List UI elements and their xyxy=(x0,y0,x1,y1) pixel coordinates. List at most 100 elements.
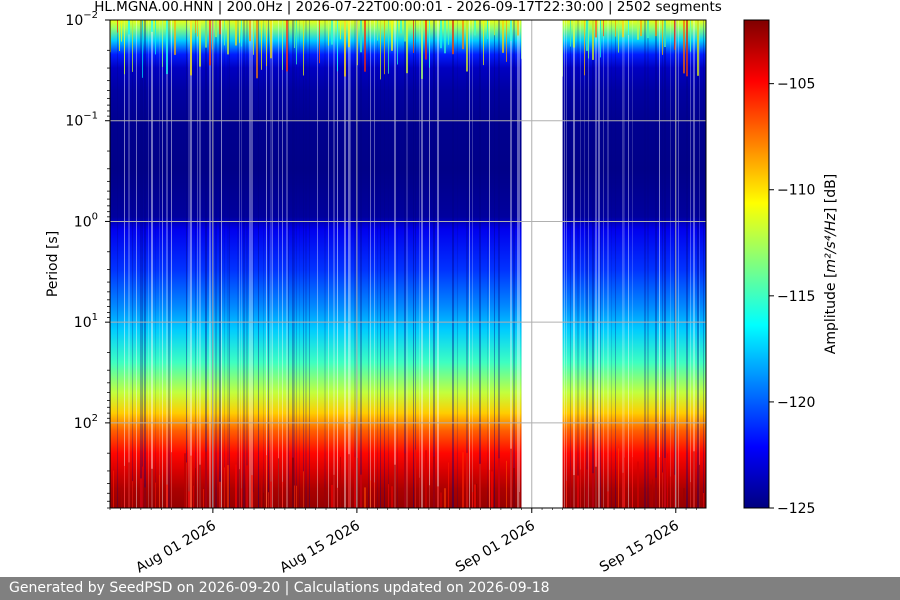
spectrogram-stripe xyxy=(413,20,414,53)
spectrogram-stripe xyxy=(219,481,221,508)
spectrogram-stripe xyxy=(350,20,351,508)
spectrogram-stripe xyxy=(584,20,585,508)
spectrogram-stripe xyxy=(415,449,416,508)
spectrogram-stripe xyxy=(272,20,273,508)
spectrogram-stripe xyxy=(296,20,297,65)
spectrogram-stripe xyxy=(429,20,430,68)
spectrogram-stripe xyxy=(340,456,341,508)
spectrogram-stripe xyxy=(224,20,225,508)
data-gap xyxy=(521,20,563,508)
spectrogram-stripe xyxy=(193,485,194,508)
spectrogram-stripe xyxy=(344,20,346,77)
spectrogram-stripe xyxy=(124,20,125,75)
spectrogram-stripe xyxy=(429,20,430,508)
colorbar-ticks: −105 −110 −115 −120 −125 xyxy=(769,77,815,517)
spectrogram-stripe xyxy=(266,20,267,67)
spectrogram-stripe xyxy=(199,464,201,508)
spectrogram-stripe xyxy=(337,20,338,72)
spectrogram-stripe xyxy=(494,20,495,508)
spectrogram-stripe xyxy=(659,20,660,508)
spectrogram-stripe xyxy=(148,20,149,508)
spectrogram-stripe xyxy=(566,480,567,508)
spectrogram-stripe xyxy=(333,20,335,508)
colorbar: −105 −110 −115 −120 −125 Amplitude [m²/s⁴/Hz… xyxy=(743,19,839,517)
spectrogram-stripe xyxy=(239,469,240,508)
spectrogram-stripe xyxy=(474,20,476,36)
spectrogram-stripe xyxy=(622,472,624,508)
spectrogram-stripe xyxy=(227,465,229,508)
spectrogram-stripe xyxy=(615,20,616,508)
spectrogram-stripe xyxy=(404,20,406,508)
spectrogram-stripe xyxy=(241,488,242,508)
spectrogram-stripe xyxy=(263,20,264,508)
spectrogram-stripe xyxy=(517,20,519,508)
y-axis-label: Period [s] xyxy=(45,231,61,297)
spectrogram-stripe xyxy=(586,20,588,51)
spectrogram-stripe xyxy=(513,20,515,508)
spectrogram-stripe xyxy=(603,20,604,37)
spectrogram-stripe xyxy=(502,20,504,53)
spectrogram-stripe xyxy=(377,20,378,41)
spectrogram-stripe xyxy=(686,20,688,77)
spectrogram-stripe xyxy=(190,455,192,508)
spectrogram-stripe xyxy=(391,20,393,51)
spectrogram-stripe xyxy=(117,20,118,33)
spectrogram-stripe xyxy=(324,20,326,508)
spectrogram-stripe xyxy=(221,20,222,508)
spectrogram-stripe xyxy=(136,20,137,508)
spectrogram-stripe xyxy=(406,20,408,508)
spectrogram-stripe xyxy=(655,20,657,37)
spectrogram-stripe xyxy=(667,453,668,508)
spectrogram-stripe xyxy=(622,20,624,508)
spectrogram-stripe xyxy=(253,20,254,55)
spectrogram-stripe xyxy=(487,20,488,40)
spectrogram-stripe xyxy=(319,20,320,64)
spectrogram-stripe xyxy=(132,481,133,508)
spectrogram-stripe xyxy=(652,479,653,508)
spectrogram-stripe xyxy=(144,487,146,508)
spectrogram-stripe xyxy=(452,20,454,55)
spectrogram-stripe xyxy=(294,485,295,508)
spectrogram-stripe xyxy=(592,20,594,60)
spectrogram-stripe xyxy=(317,20,318,508)
spectrogram-stripe xyxy=(506,20,507,62)
spectrogram-stripe xyxy=(690,20,691,52)
spectrogram-stripe xyxy=(239,20,240,508)
spectrogram-stripe xyxy=(246,20,248,508)
footer-bar: Generated by SeedPSD on 2026-09-20 | Cal… xyxy=(0,577,900,600)
spectrogram-stripe xyxy=(370,480,371,508)
spectrogram-stripe xyxy=(155,20,156,508)
spectrogram-stripe xyxy=(195,20,196,508)
spectrogram-stripe xyxy=(472,20,473,508)
spectrogram-stripe xyxy=(479,463,481,508)
spectrogram-stripe xyxy=(184,453,186,508)
spectrogram-stripe xyxy=(662,20,663,508)
spectrogram-stripe xyxy=(699,464,700,508)
spectrogram-stripe xyxy=(162,20,163,67)
spectrogram-stripe xyxy=(690,482,691,508)
spectrogram-stripe xyxy=(171,20,172,508)
spectrogram-stripe xyxy=(510,448,512,508)
spectrogram-stripe xyxy=(618,448,619,508)
spectrogram-stripe xyxy=(607,20,609,508)
spectrogram-stripe xyxy=(348,20,350,508)
spectrogram-stripe xyxy=(519,20,520,508)
spectrogram-stripe xyxy=(519,492,520,508)
spectrogram-stripe xyxy=(444,20,446,54)
x-tick-label: Sep 01 2026 xyxy=(453,518,538,576)
spectrogram-stripe xyxy=(664,20,666,47)
spectrogram-stripe xyxy=(142,466,143,508)
x-axis: Aug 01 2026 Aug 15 2026 Sep 01 2026 Sep 15 … xyxy=(109,508,697,576)
spectrogram-stripe xyxy=(444,488,446,508)
spectrogram-stripe xyxy=(270,481,272,508)
spectrogram-stripe xyxy=(151,20,153,32)
spectrogram-stripe xyxy=(186,20,187,508)
spectrogram-stripe xyxy=(166,20,168,75)
spectrogram-stripe xyxy=(166,484,168,508)
spectrogram-stripe xyxy=(598,20,600,508)
spectrogram-stripe xyxy=(487,20,488,508)
spectrogram-stripe xyxy=(693,451,695,508)
spectrogram-stripe xyxy=(659,457,660,508)
spectrogram-stripe xyxy=(510,20,512,508)
